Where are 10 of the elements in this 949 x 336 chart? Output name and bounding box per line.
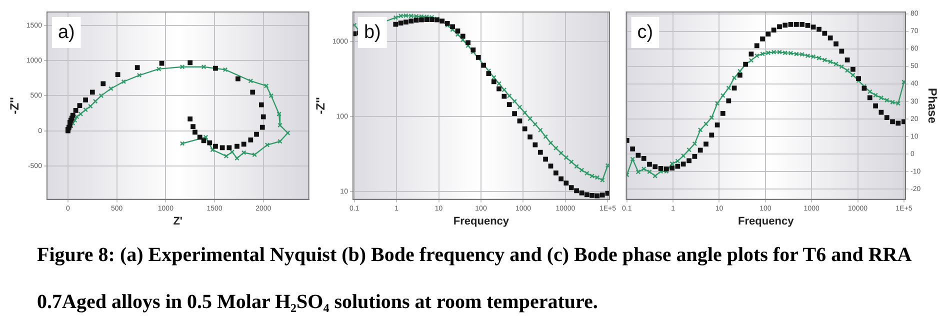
text: Figure 8: (a) Experimental Nyquist (b) Bode frequency and (c) Bode phase angle plots for T6 and RRA 0.7Aged alloys in 0.5 Molar H₂SO₄ solutions at room temperature. <box>37 244 911 313</box>
text: b) <box>364 22 381 44</box>
y2-axis-title: Phase <box>925 88 940 124</box>
y-axis-title: -Z'' <box>314 97 328 114</box>
x-axis-title: Z' <box>173 215 183 228</box>
text: c) <box>637 22 654 44</box>
y-axis-title: -Z'' <box>8 97 22 114</box>
text: a) <box>58 22 75 44</box>
x-axis-title: Frequency <box>453 215 510 228</box>
x-axis-title: Frequency <box>738 215 795 228</box>
